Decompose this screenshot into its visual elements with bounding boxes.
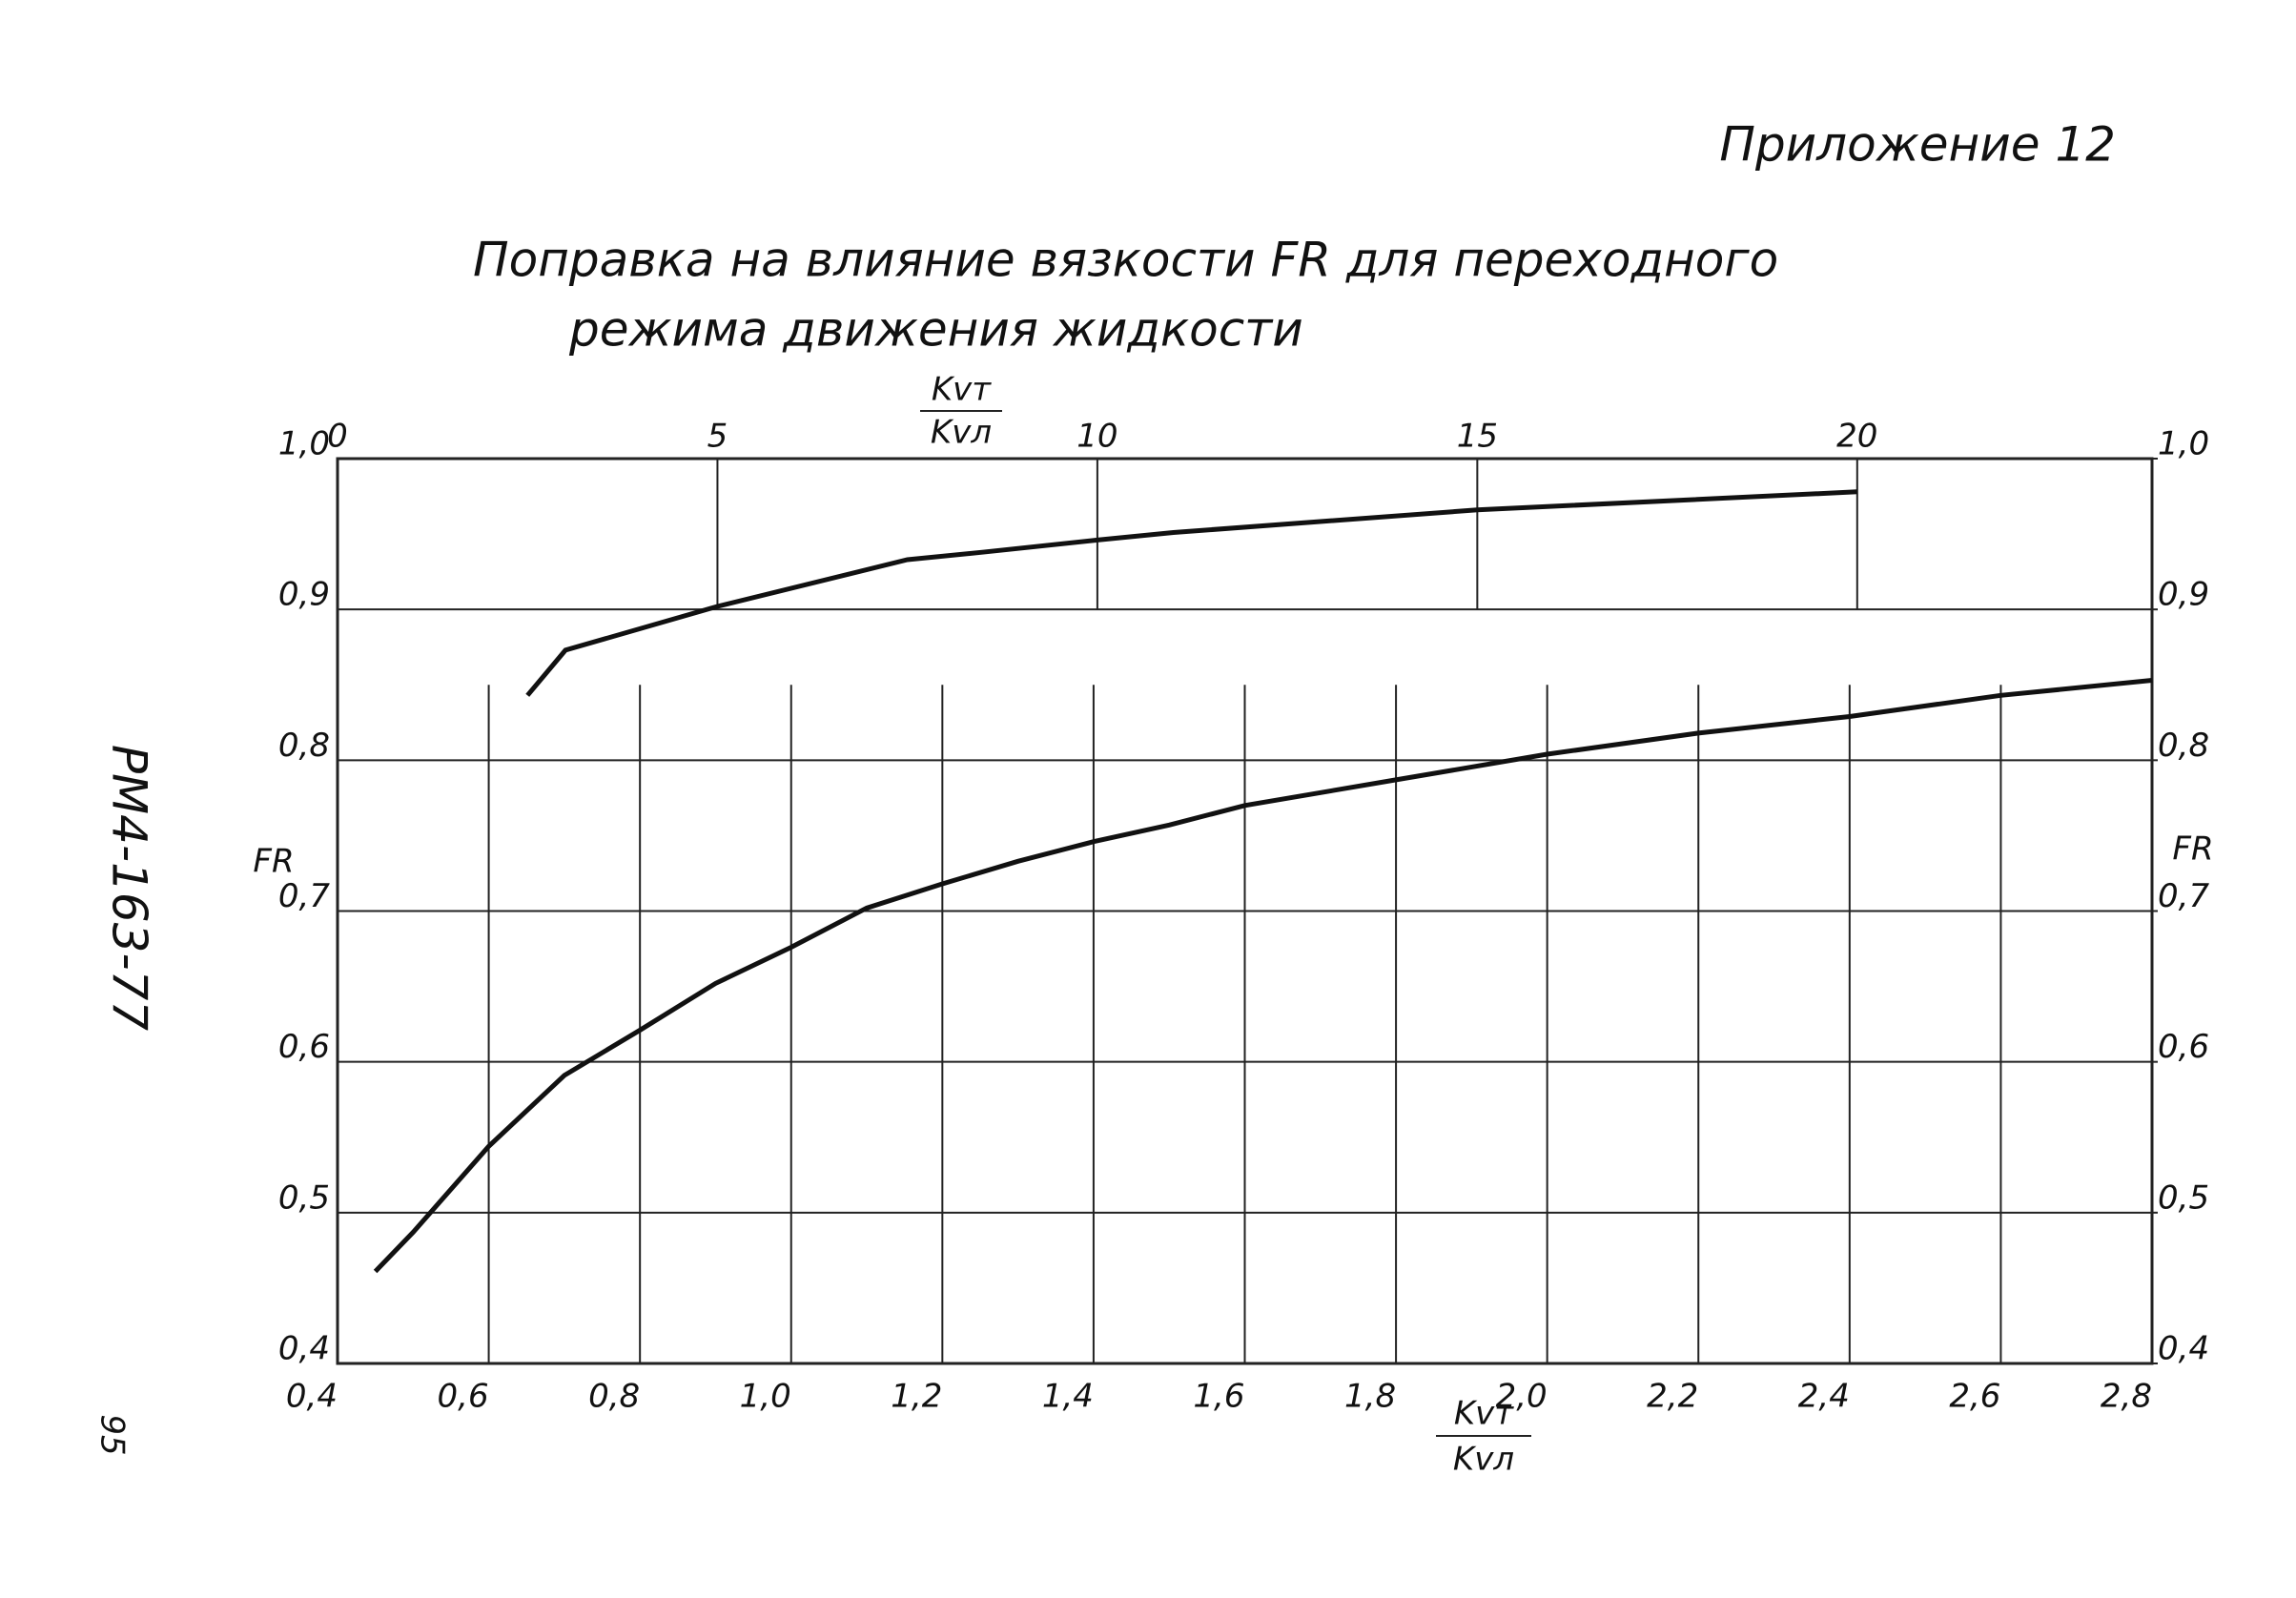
x-tick-label: 2,4 (1798, 1378, 1850, 1416)
x-tick-label: 1,8 (1344, 1378, 1396, 1416)
x2-tick-label: 5 (707, 418, 728, 456)
x-tick-label: 2,6 (1949, 1378, 2000, 1416)
x-tick-label: 1,6 (1193, 1378, 1244, 1416)
data-line (525, 489, 1857, 697)
chart-title: Поправка на влияние вязкости FR для пере… (473, 233, 1778, 288)
y2-tick-label: 0,6 (2158, 1028, 2209, 1066)
y-tick-label: 0,8 (278, 727, 330, 765)
y2-tick-label: 0,8 (2158, 727, 2209, 765)
x-tick-label: 1,0 (740, 1378, 791, 1416)
y2-tick-label: 0,7 (2158, 877, 2209, 915)
y2-tick-label: 0,9 (2158, 576, 2209, 614)
chart-title: режима движения жидкости (568, 302, 1303, 358)
x-tick-label: 0,4 (286, 1378, 338, 1416)
x2-axis-label: Kvл (931, 414, 992, 452)
side-label: РМ4-163-77 (102, 745, 157, 1031)
y-tick-label: 0,6 (278, 1028, 330, 1066)
x-tick-label: 2,0 (1496, 1378, 1548, 1416)
x2-axis-label: Kvт (932, 371, 992, 409)
x-tick-label: 0,6 (438, 1378, 489, 1416)
x2-tick-label: 20 (1836, 418, 1877, 456)
y-tick-label: 0,9 (278, 576, 330, 614)
x-tick-label: 2,8 (2101, 1378, 2152, 1416)
page-number: 95 (93, 1414, 132, 1455)
x2-tick-label: 0 (327, 418, 348, 456)
x2-tick-label: 15 (1457, 418, 1498, 456)
y2-tick-label: 0,5 (2158, 1178, 2209, 1217)
x-tick-label: 0,8 (588, 1378, 640, 1416)
y-tick-label: 1,0 (278, 425, 330, 463)
y-axis-label: FR (253, 843, 294, 881)
y2-tick-label: 0,4 (2158, 1330, 2209, 1368)
x2-tick-label: 10 (1076, 418, 1117, 456)
x-tick-label: 2,2 (1647, 1378, 1698, 1416)
data-line (373, 678, 2153, 1274)
x-axis-label: Kvт (1454, 1395, 1514, 1433)
annotation: Приложение 12 (1719, 117, 2116, 173)
y2-axis-label: FR (2172, 830, 2213, 869)
x-axis-label: Kvл (1453, 1441, 1514, 1479)
y-tick-label: 0,7 (278, 877, 330, 915)
x-tick-label: 1,2 (891, 1378, 942, 1416)
y-tick-label: 0,4 (278, 1330, 330, 1368)
y2-tick-label: 1,0 (2158, 425, 2209, 463)
x-tick-label: 1,4 (1042, 1378, 1094, 1416)
y-tick-label: 0,5 (278, 1178, 330, 1217)
